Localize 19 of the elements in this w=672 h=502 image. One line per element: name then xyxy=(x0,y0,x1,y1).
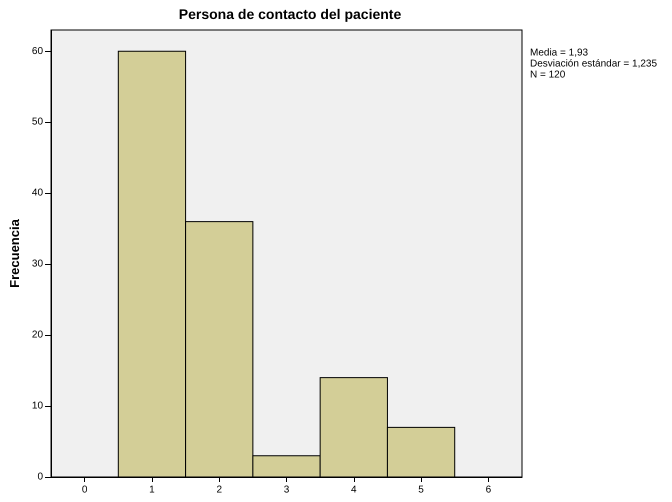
x-tick-label: 3 xyxy=(284,484,290,496)
y-tick-label: 50 xyxy=(32,116,44,128)
text: N = 120 xyxy=(530,70,566,80)
x-tick-label: 5 xyxy=(418,484,424,496)
x-tick-label: 4 xyxy=(351,484,358,496)
x-tick-label: 6 xyxy=(486,484,492,496)
x-tick-label: 2 xyxy=(216,484,222,496)
y-tick-label: 10 xyxy=(32,400,44,412)
y-tick-label: 0 xyxy=(37,472,44,482)
x-tick-label: 0 xyxy=(82,484,88,496)
chart-title: Persona de contacto del paciente xyxy=(178,6,402,22)
text: Desviación estándar = 1,235 xyxy=(530,58,658,70)
y-tick-label: 60 xyxy=(32,46,44,57)
y-tick-label: 40 xyxy=(32,188,44,199)
y-axis-title: Frecuencia xyxy=(7,218,22,288)
x-tick-label: 1 xyxy=(149,484,156,496)
text: Media = 1,93 xyxy=(530,48,589,58)
y-tick-label: 30 xyxy=(32,258,44,270)
y-tick-label: 20 xyxy=(32,330,44,341)
